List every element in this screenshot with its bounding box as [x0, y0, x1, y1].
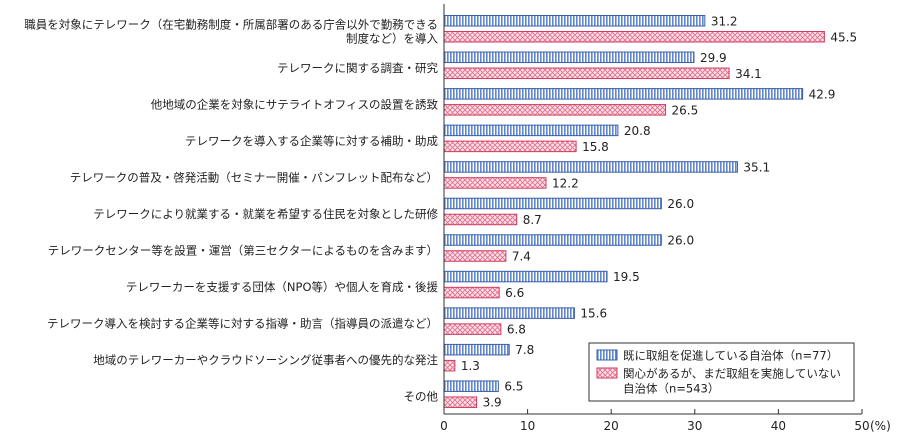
- legend-entry: 既に取組を促進している自治体（n=77）: [623, 349, 838, 363]
- category-label: 職員を対象にテレワーク（在宅勤務制度・所属部署のある庁舎以外で勤務できる: [24, 17, 438, 31]
- bar-promoting: [443, 307, 575, 319]
- data-label: 1.3: [461, 359, 480, 373]
- tick-label: 30: [687, 419, 702, 433]
- category-label: テレワークに関する調査・研究: [277, 61, 438, 75]
- bar-interested: [443, 250, 507, 262]
- legend-swatch: [596, 349, 618, 361]
- x-unit-label: (%): [870, 419, 891, 433]
- tick-label: 50: [854, 419, 869, 433]
- data-label: 29.9: [700, 51, 727, 65]
- tick-label: 40: [771, 419, 786, 433]
- bar-promoting: [443, 343, 510, 356]
- data-label: 6.5: [504, 380, 523, 394]
- legend-box: [588, 342, 855, 402]
- bar-promoting: [443, 161, 738, 173]
- category-label: テレワーカーを支援する団体（NPO等）や個人を育成・後援: [126, 280, 439, 294]
- bar-interested: [443, 286, 500, 299]
- bar-interested: [443, 396, 478, 408]
- bar-promoting: [443, 88, 804, 100]
- tick-label: 0: [440, 419, 448, 433]
- data-label: 42.9: [809, 87, 836, 101]
- category-label: テレワークを導入する企業等に対する補助・助成: [185, 134, 438, 148]
- data-label: 26.0: [667, 234, 694, 248]
- legend-swatch: [596, 367, 618, 379]
- data-label: 12.2: [552, 176, 579, 190]
- bar-promoting: [443, 380, 499, 392]
- tick-label: 10: [520, 419, 535, 433]
- category-label: テレワークにより就業する・就業を希望する住民を対象とした研修: [93, 207, 438, 221]
- legend-entry: 関心があるが、まだ取組を実施していない: [623, 367, 841, 381]
- category-label: 地域のテレワーカーやクラウドソーシング従事者への優先的な発注: [93, 353, 438, 367]
- category-labels: 職員を対象にテレワーク（在宅勤務制度・所属部署のある庁舎以外で勤務できる制度など…: [24, 17, 438, 403]
- bar-interested: [443, 323, 502, 335]
- data-label: 31.2: [711, 14, 738, 28]
- bar-promoting: [443, 234, 662, 246]
- data-label: 6.6: [505, 286, 524, 300]
- data-label: 34.1: [735, 67, 762, 81]
- data-label: 35.1: [743, 160, 770, 174]
- data-label: 7.4: [512, 250, 531, 264]
- data-label: 6.8: [507, 323, 526, 337]
- data-label: 26.5: [672, 103, 699, 117]
- bar-promoting: [443, 51, 695, 64]
- plot-area: 31.2 45.5 29.9 34.1 42.9 26.5 20.8 15.8 35.1 12.2…: [443, 14, 857, 410]
- data-label: 7.8: [515, 343, 534, 357]
- bar-interested: [443, 177, 547, 189]
- data-label: 15.8: [582, 140, 609, 154]
- tick-label: 20: [604, 419, 619, 433]
- bar-promoting: [443, 124, 619, 137]
- data-label: 8.7: [523, 213, 542, 227]
- data-label: 3.9: [483, 396, 502, 410]
- category-label: テレワークの普及・啓発活動（セミナー開催・パンフレット配布など）: [70, 170, 438, 184]
- x-axis: 0 10 20 30 40 50 (%): [440, 4, 891, 433]
- data-label: 19.5: [613, 270, 640, 284]
- category-label: 制度など）を導入: [346, 31, 438, 45]
- bar-promoting: [443, 270, 608, 283]
- category-label: 他地域の企業を対象にサテライトオフィスの設置を誘致: [151, 97, 439, 111]
- bar-interested: [443, 31, 825, 43]
- bar-interested: [443, 104, 667, 116]
- bar-interested: [443, 213, 518, 226]
- legend: 既に取組を促進している自治体（n=77） 関心があるが、まだ取組を実施していない自…: [588, 342, 855, 402]
- data-label: 15.6: [580, 307, 607, 321]
- category-label: テレワークセンター等を設置・運営（第三セクターによるものを含みます）: [48, 244, 438, 258]
- legend-entry: 自治体（n=543）: [623, 382, 719, 396]
- bar-promoting: [443, 197, 662, 210]
- bar-interested: [443, 359, 456, 372]
- data-label: 26.0: [667, 197, 694, 211]
- bar-interested: [443, 140, 577, 153]
- category-label: その他: [404, 390, 439, 404]
- bar-interested: [443, 67, 730, 80]
- data-label: 45.5: [830, 30, 857, 44]
- category-label: テレワーク導入を検討する企業等に対する指導・助言（指導員の派遣など）: [47, 317, 438, 331]
- data-label: 20.8: [624, 124, 651, 138]
- bar-promoting: [443, 15, 706, 27]
